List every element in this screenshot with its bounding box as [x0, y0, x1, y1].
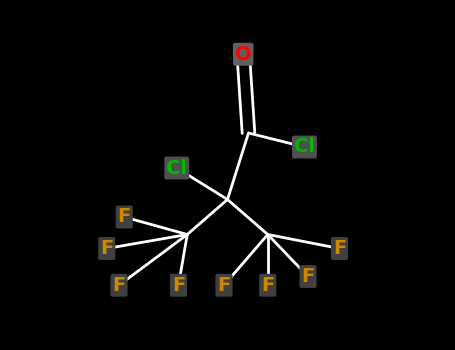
Text: F: F	[301, 267, 314, 286]
Text: O: O	[235, 45, 252, 64]
Text: Cl: Cl	[166, 159, 187, 177]
Text: F: F	[118, 208, 131, 226]
Text: F: F	[333, 239, 346, 258]
Text: F: F	[261, 276, 274, 295]
Text: F: F	[172, 276, 185, 295]
Text: Cl: Cl	[294, 138, 315, 156]
Text: F: F	[217, 276, 231, 295]
Text: F: F	[100, 239, 113, 258]
Text: F: F	[112, 276, 126, 295]
